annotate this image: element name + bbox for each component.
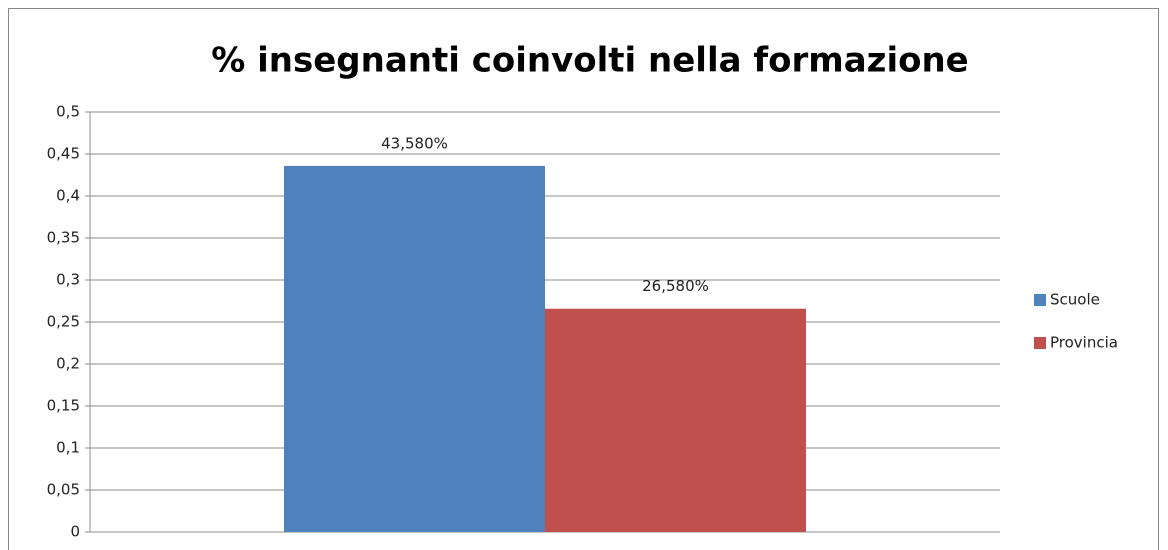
bar — [284, 165, 545, 533]
y-tick-label: 0,5 — [56, 103, 80, 121]
data-label: 26,580% — [642, 277, 709, 295]
y-tick-label: 0 — [70, 523, 80, 541]
legend-label: Scuole — [1050, 291, 1100, 309]
y-tick-label: 0,15 — [47, 397, 80, 415]
y-tick-label: 0,45 — [47, 145, 80, 163]
legend-swatch — [1034, 294, 1046, 306]
y-tick-label: 0,3 — [56, 271, 80, 289]
bar — [545, 308, 806, 532]
y-tick-label: 0,05 — [47, 481, 80, 499]
data-label: 43,580% — [381, 134, 448, 152]
legend-label: Provincia — [1050, 334, 1118, 352]
y-tick-label: 0,25 — [47, 313, 80, 331]
y-tick-label: 0,35 — [47, 229, 80, 247]
y-tick-label: 0,2 — [56, 355, 80, 373]
legend-swatch — [1034, 337, 1046, 349]
chart-title: % insegnanti coinvolti nella formazione — [211, 41, 969, 81]
y-tick-label: 0,4 — [56, 187, 80, 205]
y-tick-label: 0,1 — [56, 439, 80, 457]
